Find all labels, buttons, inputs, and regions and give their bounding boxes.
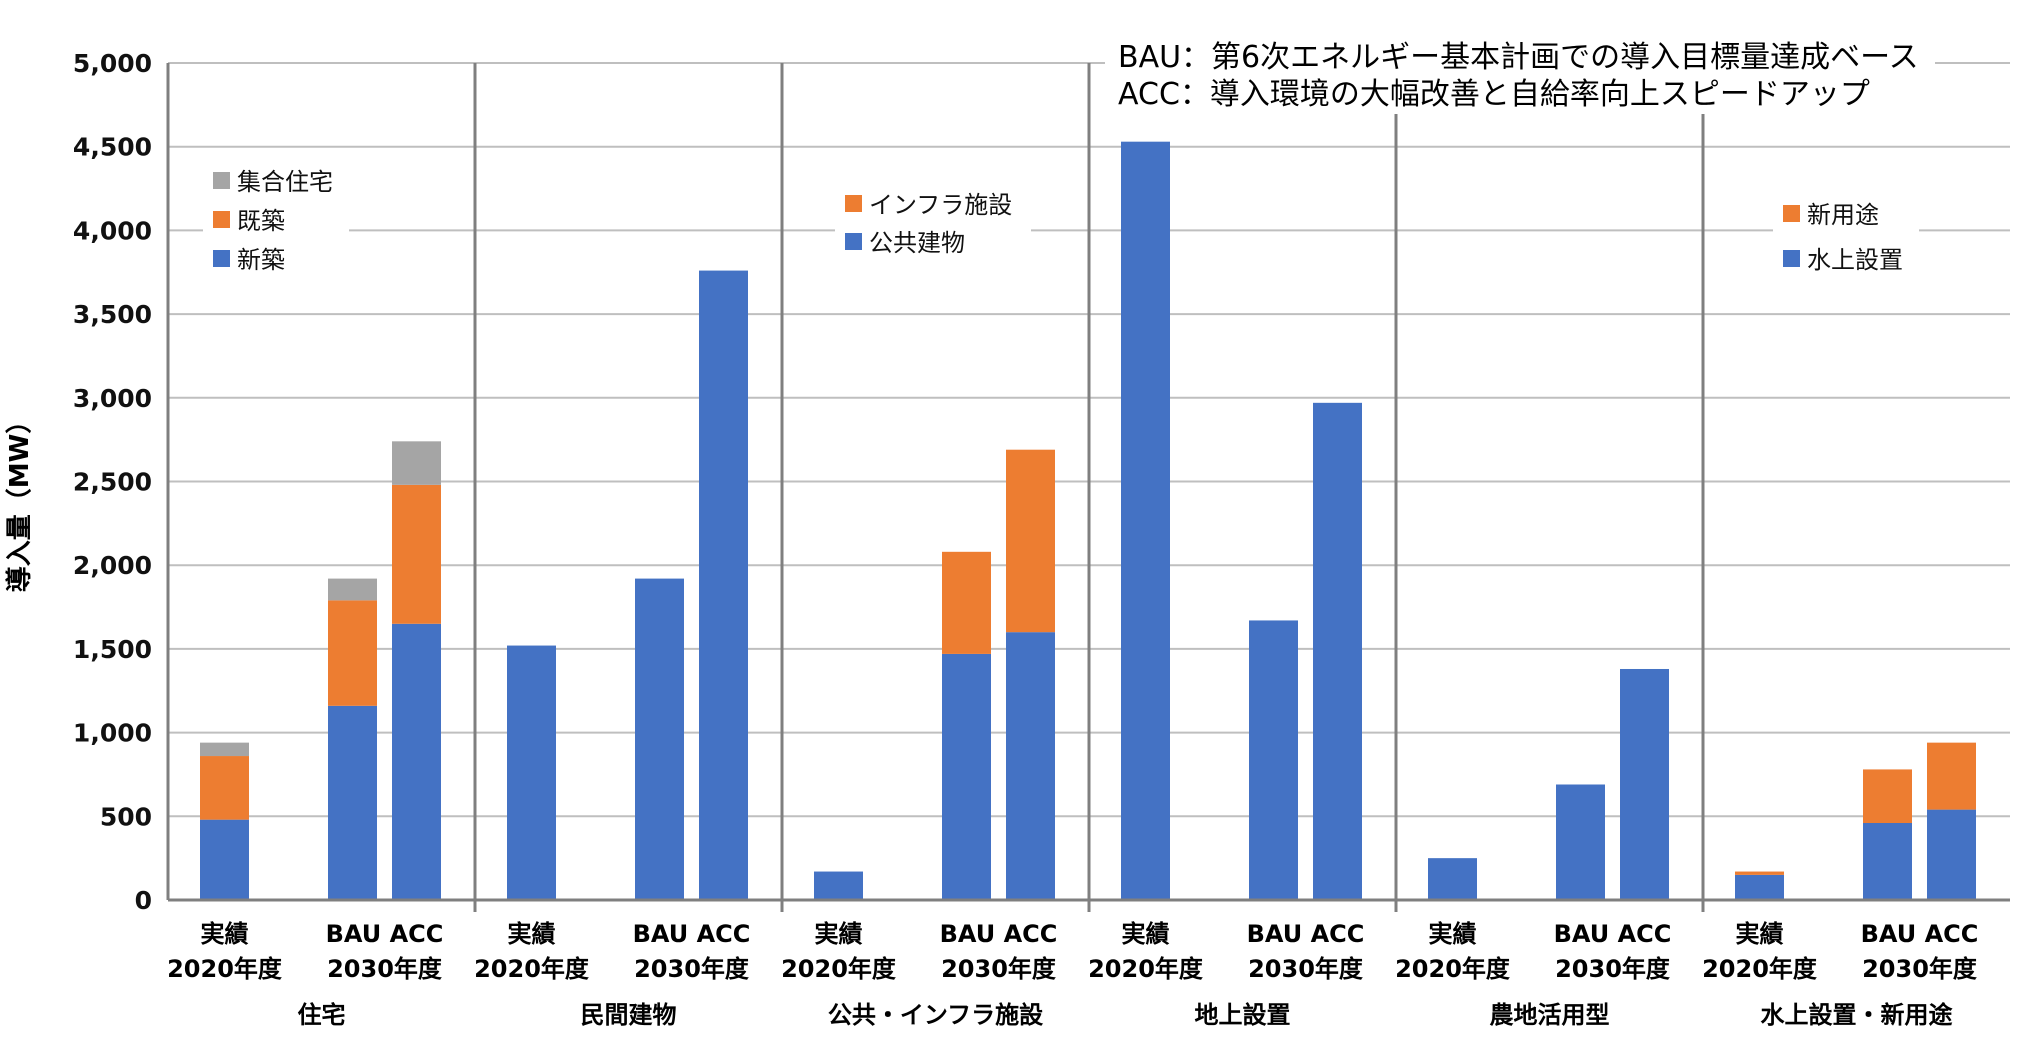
y-tick-label: 0	[135, 886, 152, 915]
x-label-year-actual: 2020年度	[167, 955, 283, 983]
legend-label: 水上設置	[1807, 246, 1903, 274]
x-label-year-target: 2030年度	[1862, 955, 1978, 983]
legend-swatch	[213, 172, 230, 189]
bar-segment	[392, 441, 441, 485]
x-label-year-actual: 2020年度	[1088, 955, 1204, 983]
legend-swatch	[845, 233, 862, 250]
bar-segment	[814, 871, 863, 900]
bar-segment	[942, 551, 991, 654]
bar-segment	[1735, 874, 1784, 900]
legend-label: 新用途	[1807, 201, 1879, 229]
y-tick-label: 2,500	[73, 468, 152, 497]
bar-segment	[1249, 620, 1298, 900]
bar-segment	[507, 645, 556, 900]
group-label: 民間建物	[581, 1001, 677, 1029]
bar-segment	[328, 705, 377, 900]
legend-swatch	[213, 250, 230, 267]
y-tick-label: 2,000	[73, 551, 152, 580]
x-label-actual: 実績	[815, 920, 863, 948]
legend-swatch	[213, 211, 230, 228]
bar-segment	[1006, 632, 1055, 900]
x-label-year-target: 2030年度	[1555, 955, 1671, 983]
bar-segment	[1313, 402, 1362, 900]
bar-segment	[1927, 742, 1976, 810]
bar-segment	[1121, 141, 1170, 901]
bars	[200, 141, 1976, 901]
scenario-notes: BAU：第6次エネルギー基本計画での導入目標量達成ベース ACC：導入環境の大幅…	[1105, 40, 1935, 114]
x-label-scenarios: BAU ACC	[326, 920, 444, 948]
bar-segment	[1927, 809, 1976, 900]
legend-label: インフラ施設	[869, 191, 1012, 219]
y-axis-title: 導入量（MW）	[4, 408, 35, 593]
legend-label: 公共建物	[869, 229, 965, 257]
x-label-year-target: 2030年度	[941, 955, 1057, 983]
y-tick-label: 1,500	[73, 635, 152, 664]
x-label-scenarios: BAU ACC	[1861, 920, 1979, 948]
y-tick-label: 4,000	[73, 216, 152, 245]
legend-label: 既築	[237, 207, 285, 235]
group-label: 公共・インフラ施設	[828, 1001, 1044, 1029]
legend-swatch	[1783, 205, 1800, 222]
x-label-actual: 実績	[1429, 920, 1477, 948]
bar-segment	[200, 819, 249, 900]
x-label-year-actual: 2020年度	[781, 955, 897, 983]
x-label-year-actual: 2020年度	[1702, 955, 1818, 983]
x-label-year-target: 2030年度	[1248, 955, 1364, 983]
group-label: 水上設置・新用途	[1761, 1001, 1954, 1029]
bar-segment	[1863, 769, 1912, 823]
x-label-actual: 実績	[1736, 920, 1784, 948]
y-tick-label: 5,000	[73, 49, 152, 78]
note-bau: BAU：第6次エネルギー基本計画での導入目標量達成ベース	[1118, 40, 1919, 75]
x-label-scenarios: BAU ACC	[1247, 920, 1365, 948]
group-label: 住宅	[298, 1001, 346, 1029]
y-tick-label: 4,500	[73, 133, 152, 162]
x-label-scenarios: BAU ACC	[940, 920, 1058, 948]
y-tick-label: 500	[100, 802, 152, 831]
axes	[166, 63, 2010, 912]
bar-segment	[328, 600, 377, 706]
bar-segment	[1863, 822, 1912, 900]
bar-segment	[1735, 871, 1784, 875]
legend-label: 集合住宅	[237, 168, 333, 196]
legend-swatch	[845, 195, 862, 212]
group-label: 地上設置	[1195, 1001, 1291, 1029]
bar-segment	[1620, 668, 1669, 900]
group-label: 農地活用型	[1490, 1001, 1610, 1029]
x-label-year-actual: 2020年度	[474, 955, 590, 983]
bar-segment	[942, 653, 991, 900]
bar-segment	[635, 578, 684, 900]
legend-swatch	[1783, 250, 1800, 267]
x-label-scenarios: BAU ACC	[633, 920, 751, 948]
x-label-actual: 実績	[1122, 920, 1170, 948]
x-label-actual: 実績	[201, 920, 249, 948]
x-label-year-target: 2030年度	[634, 955, 750, 983]
bar-segment	[392, 623, 441, 900]
legend-background	[835, 185, 1031, 275]
bar-segment	[200, 742, 249, 757]
bar-segment	[1428, 858, 1477, 900]
x-label-scenarios: BAU ACC	[1554, 920, 1672, 948]
bar-segment	[699, 270, 748, 900]
x-label-year-target: 2030年度	[327, 955, 443, 983]
bar-segment	[200, 756, 249, 820]
bar-segment	[1006, 449, 1055, 633]
bar-segment	[1556, 784, 1605, 900]
bar-segment	[392, 484, 441, 624]
x-label-year-actual: 2020年度	[1395, 955, 1511, 983]
bar-segment	[328, 578, 377, 601]
y-tick-label: 3,500	[73, 300, 152, 329]
y-tick-label: 3,000	[73, 384, 152, 413]
x-label-actual: 実績	[508, 920, 556, 948]
y-tick-label: 1,000	[73, 719, 152, 748]
legend-label: 新築	[237, 246, 285, 274]
note-acc: ACC：導入環境の大幅改善と自給率向上スピードアップ	[1118, 77, 1870, 112]
y-tick-labels: 0 500 1,000 1,500 2,000 2,500 3,000 3,500 4,000 4…	[73, 49, 152, 915]
